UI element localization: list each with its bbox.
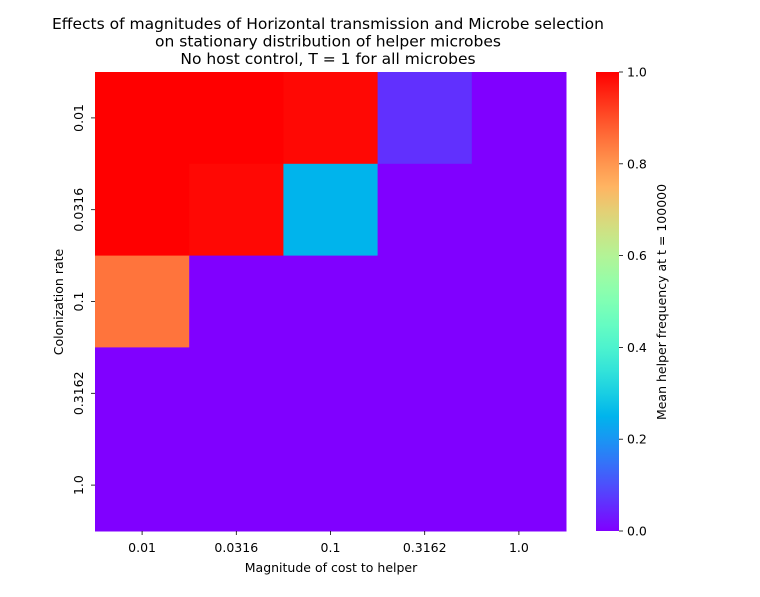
y-axis-ticks: 0.01 0.0316 0.1 0.3162 1.0 [71,104,95,495]
heatmap-cell [283,72,379,165]
title-line: Effects of magnitudes of Horizontal tran… [52,15,604,33]
heatmap-cell [471,439,567,532]
heatmap-cell [471,72,567,165]
colorbar-gradient [596,72,619,531]
x-tick-label: 0.01 [128,540,156,555]
x-tick-label: 1.0 [509,540,529,555]
heatmap-cell [189,347,284,440]
y-tick-label: 0.0316 [71,188,86,232]
heatmap-cell [95,72,190,165]
heatmap-cell [189,163,284,257]
heatmap-cell [377,255,473,348]
heatmap-cell [377,72,473,165]
heatmap-cells [95,72,567,532]
y-tick-label: 1.0 [71,475,86,495]
colorbar-label: Mean helper frequency at t = 100000 [654,184,669,420]
heatmap-cell [377,163,473,257]
colorbar-tick-label: 0.0 [627,524,647,539]
heatmap-cell [95,439,190,532]
heatmap-cell [95,255,190,348]
y-tick-label: 0.3162 [71,371,86,415]
title-line: No host control, T = 1 for all microbes [180,50,475,68]
heatmap-cell [471,163,567,257]
heatmap-cell [189,255,284,348]
colorbar: 0.0 0.2 0.4 0.6 0.8 1.0 [596,65,647,539]
colorbar-tick-label: 0.8 [627,156,647,171]
colorbar-tick-label: 0.6 [627,248,647,263]
heatmap-cell [189,439,284,532]
y-tick-label: 0.1 [71,292,86,312]
x-tick-label: 0.1 [321,540,341,555]
heatmap-cell [283,439,379,532]
heatmap-cell [377,439,473,532]
heatmap-cell [95,347,190,440]
colorbar-tick-label: 0.2 [627,432,647,447]
heatmap-cell [283,255,379,348]
heatmap-cell [283,347,379,440]
y-axis-label: Colonization rate [51,248,66,355]
heatmap-cell [471,347,567,440]
title-line: on stationary distribution of helper mic… [155,33,501,51]
chart-title: Effects of magnitudes of Horizontal tran… [52,15,604,68]
heatmap-cell [189,72,284,165]
heatmap-cell [471,255,567,348]
x-tick-label: 0.3162 [403,540,447,555]
x-axis-ticks: 0.01 0.0316 0.1 0.3162 1.0 [128,531,529,555]
x-tick-label: 0.0316 [214,540,258,555]
heatmap-cell [95,163,190,257]
colorbar-tick-label: 0.4 [627,340,647,355]
x-axis-label: Magnitude of cost to helper [245,560,418,575]
heatmap-cell [377,347,473,440]
colorbar-tick-label: 1.0 [627,65,647,80]
heatmap-cell [283,163,379,257]
y-tick-label: 0.01 [71,104,86,132]
